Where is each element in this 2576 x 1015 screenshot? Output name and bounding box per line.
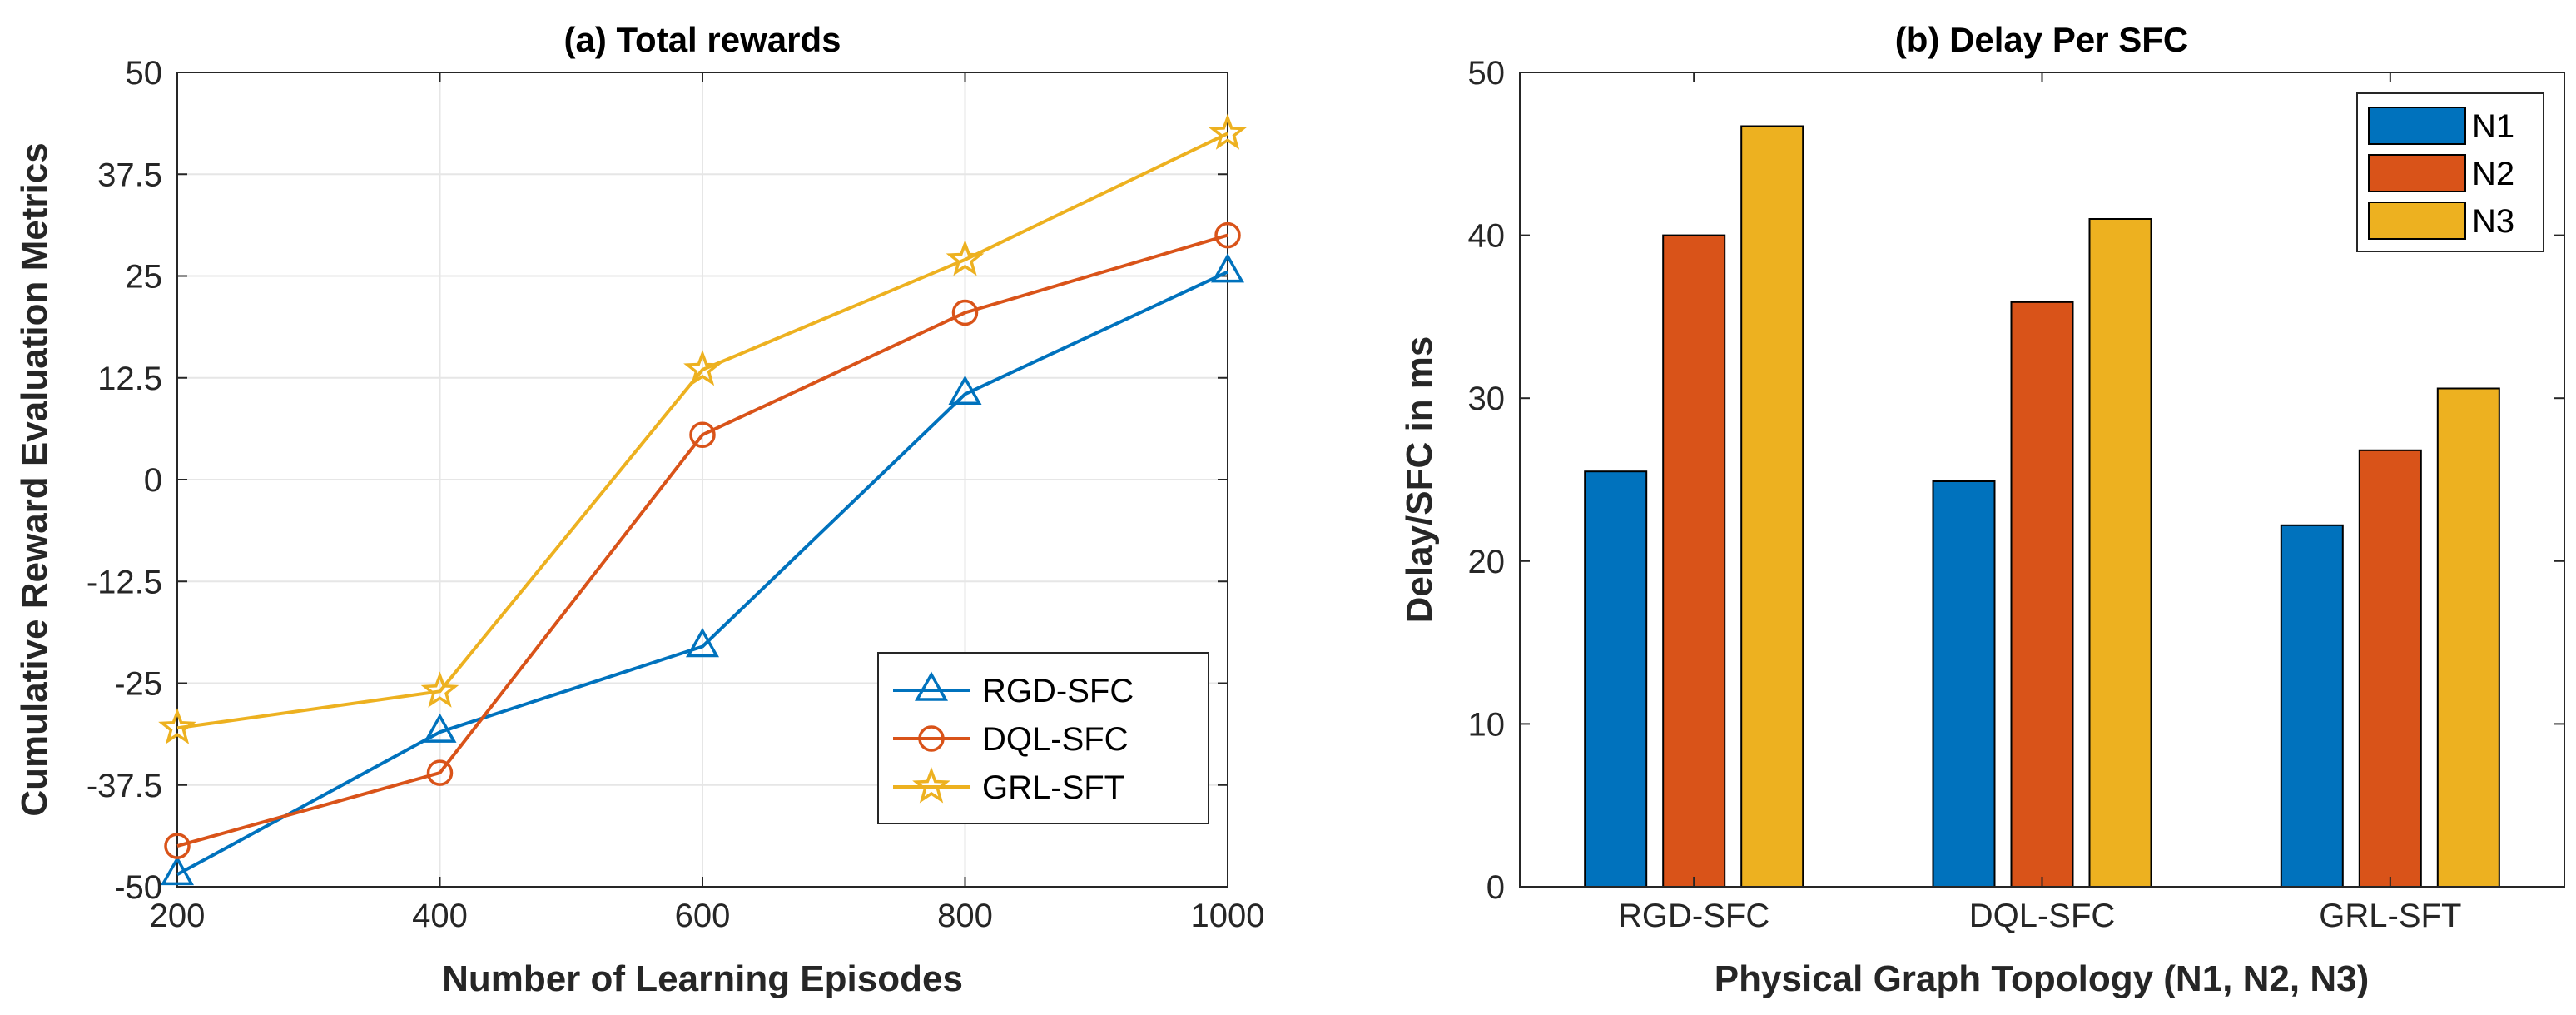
- axis-ticks: RGD-SFC DQL-SFC GRL-SFT 0 10 20 30 40 50: [1468, 55, 2564, 934]
- y-tick-label: 10: [1468, 706, 1506, 743]
- axis-ticks: 200 400 600 800 1000 -50 -37.5 -25 -12.5 0 12.5 25 3…: [87, 55, 1265, 934]
- series-grl-sft-point-3: [946, 239, 985, 276]
- bar-n3-dql-sfc: [2088, 218, 2152, 888]
- series-rgd-sfc-point-2: [685, 627, 720, 658]
- series-grl-sft-point-1: [420, 671, 459, 708]
- y-tick-label: 0: [144, 462, 162, 499]
- x-tick-label: 400: [412, 898, 468, 934]
- legend-label: N2: [2472, 156, 2514, 192]
- series-rgd-sfc-point-3: [948, 375, 982, 406]
- y-axis-label: Cumulative Reward Evaluation Metrics: [14, 142, 55, 816]
- bar-n2-grl-sft: [2358, 449, 2422, 888]
- y-tick-label: 25: [126, 259, 163, 296]
- chart-title: (b) Delay Per SFC: [1895, 20, 2188, 59]
- y-tick-label: -50: [114, 869, 162, 906]
- series-dql-sfc-point-1: [426, 759, 454, 786]
- x-tick-label: DQL-SFC: [1969, 898, 2116, 934]
- chart-delay-per-sfc: RGD-SFC DQL-SFC GRL-SFT 0 10 20 30 40 50 (b) Del…: [1399, 20, 2565, 999]
- x-tick-label: GRL-SFT: [2319, 898, 2461, 934]
- series-group: [158, 113, 1247, 886]
- legend-label: N1: [2472, 108, 2514, 145]
- bar-n2-dql-sfc: [2010, 301, 2074, 888]
- series-line-dql-sfc: [176, 233, 1228, 848]
- legend-swatch-n3: [2368, 202, 2466, 240]
- legend-grl-sft-marker: [912, 767, 950, 804]
- x-tick-label: 600: [675, 898, 731, 934]
- series-line-grl-sft: [176, 132, 1228, 730]
- chart-total-rewards: 200 400 600 800 1000 -50 -37.5 -25 -12.5 0 12.5 25 3…: [14, 20, 1264, 999]
- bar-n1-grl-sft: [2280, 524, 2344, 888]
- series-line-rgd-sfc: [176, 270, 1228, 877]
- bar-n2-rgd-sfc: [1662, 234, 1726, 888]
- y-tick-label: -37.5: [87, 768, 162, 804]
- series-grl-sft-point-4: [1209, 113, 1247, 150]
- y-tick-label: 40: [1468, 218, 1506, 255]
- legend-label: GRL-SFT: [982, 769, 1124, 806]
- y-tick-label: 0: [1487, 869, 1505, 906]
- x-tick-label: 800: [937, 898, 993, 934]
- legend-label: N3: [2472, 203, 2514, 240]
- series-dql-sfc-point-2: [689, 421, 716, 448]
- y-tick-label: 37.5: [97, 157, 162, 193]
- x-tick-label: 200: [150, 898, 206, 934]
- series-dql-sfc-point-0: [164, 833, 191, 859]
- x-axis-label: Physical Graph Topology (N1, N2, N3): [1715, 958, 2369, 999]
- y-tick-label: -12.5: [87, 564, 162, 600]
- x-axis-label: Number of Learning Episodes: [442, 958, 963, 999]
- y-tick-label: -25: [114, 666, 162, 703]
- series-rgd-sfc-point-4: [1210, 253, 1245, 283]
- legend-swatch-n1: [2368, 107, 2466, 145]
- series-rgd-sfc-point-1: [423, 713, 457, 743]
- y-tick-label: 20: [1468, 544, 1506, 580]
- legend: N1 N2 N3: [2356, 92, 2544, 252]
- x-tick-label: 1000: [1191, 898, 1265, 934]
- y-axis-label: Delay/SFC in ms: [1399, 336, 1440, 624]
- legend: RGD-SFC DQL-SFC GRL-SFT: [877, 652, 1209, 824]
- bar-n1-dql-sfc: [1932, 480, 1996, 888]
- bar-n3-rgd-sfc: [1740, 125, 1804, 888]
- x-tick-label: RGD-SFC: [1618, 898, 1769, 934]
- legend-label: DQL-SFC: [982, 721, 1129, 758]
- y-tick-label: 50: [1468, 55, 1506, 92]
- y-tick-label: 50: [126, 55, 163, 92]
- series-grl-sft-point-2: [683, 350, 722, 386]
- chart-title: (a) Total rewards: [564, 20, 841, 59]
- legend-swatch-n2: [2368, 154, 2466, 192]
- series-dql-sfc-point-4: [1214, 221, 1241, 249]
- series-grl-sft-point-0: [158, 708, 196, 744]
- bar-n3-grl-sft: [2436, 387, 2500, 888]
- y-tick-label: 12.5: [97, 361, 162, 397]
- y-tick-label: 30: [1468, 381, 1506, 417]
- legend-rgd-sfc-marker: [914, 671, 949, 701]
- series-dql-sfc-point-3: [951, 299, 979, 326]
- legend-dql-sfc-marker: [918, 725, 945, 752]
- bar-n1-rgd-sfc: [1584, 470, 1648, 888]
- bars-group: [1584, 125, 2500, 888]
- series-rgd-sfc-point-0: [160, 855, 195, 886]
- legend-label: RGD-SFC: [982, 673, 1134, 709]
